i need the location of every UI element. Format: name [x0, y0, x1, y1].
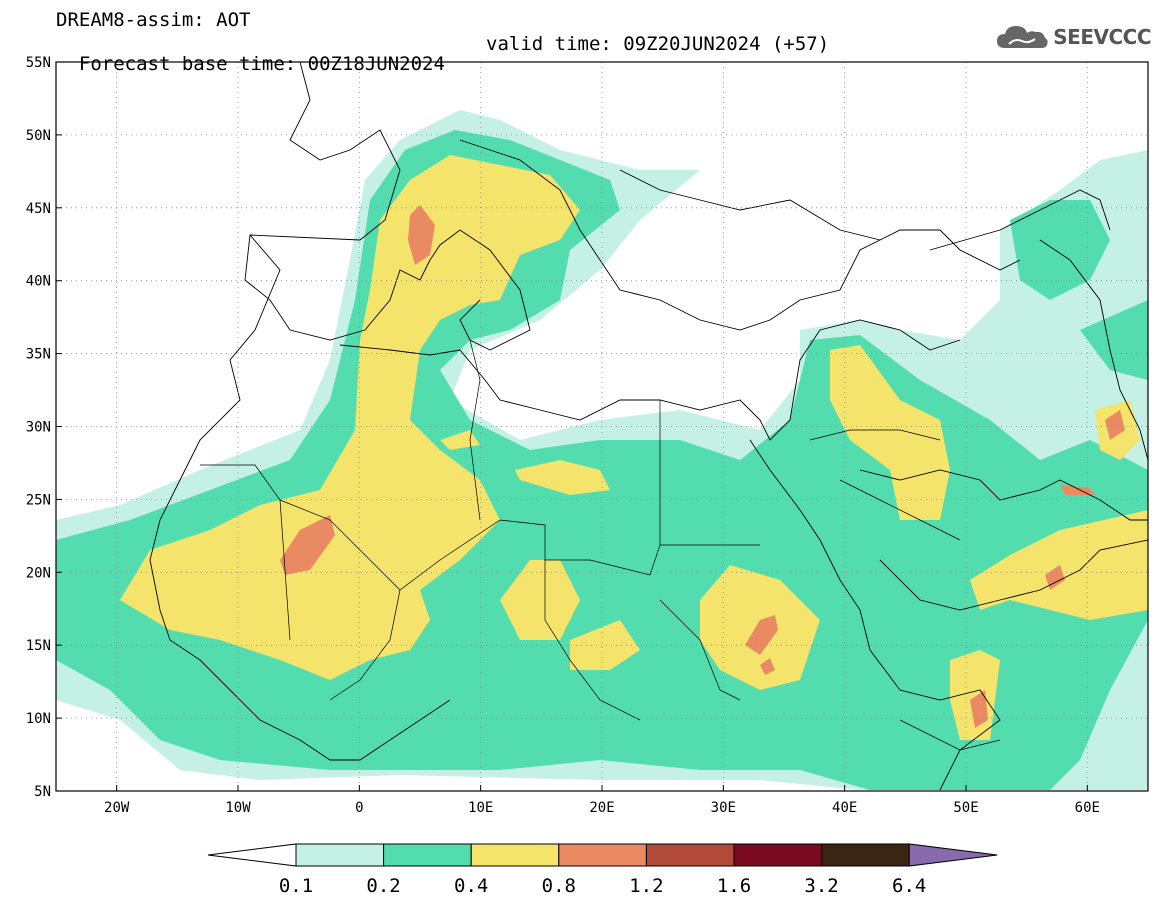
- lat-label: 35N: [26, 347, 51, 363]
- longitude-labels: 20W 10W 0 10E 20E 30E 40E 50E 60E: [104, 785, 1100, 816]
- lat-label: 50N: [26, 128, 51, 144]
- colorbar-label: 1.2: [629, 875, 663, 897]
- colorbar-segment: [821, 843, 910, 867]
- colorbar-segment: [383, 843, 472, 867]
- colorbar-segment: [470, 843, 560, 867]
- lon-label: 10W: [225, 800, 251, 816]
- colorbar-segment: [645, 843, 735, 867]
- lon-label: 60E: [1075, 800, 1100, 816]
- colorbar-segment: [558, 843, 647, 867]
- lat-label: 30N: [26, 420, 51, 436]
- coastlines: [149, 62, 1148, 791]
- colorbar-label: 0.1: [279, 875, 313, 897]
- lon-label: 40E: [832, 800, 857, 816]
- lat-label: 20N: [26, 565, 51, 581]
- borders: [200, 339, 1001, 751]
- graticule: [56, 62, 1148, 791]
- lat-label: 55N: [26, 55, 51, 71]
- lat-label: 40N: [26, 274, 51, 290]
- colorbar-label: 0.2: [366, 875, 400, 897]
- colorbar-label: 0.4: [454, 875, 488, 897]
- colorbar-label: 6.4: [892, 875, 926, 897]
- map-title: DREAM8-assim: AOT: [56, 9, 251, 31]
- colorbar-under-arrow: [207, 843, 297, 867]
- lat-label: 10N: [26, 711, 51, 727]
- colorbar-label: 3.2: [804, 875, 838, 897]
- lon-label: 0: [355, 800, 363, 816]
- latitude-labels: 55N 50N 45N 40N 35N 30N 25N 20N 15N 10N 5N: [26, 55, 62, 800]
- aot-contours: [56, 110, 1148, 790]
- lon-label: 10E: [468, 800, 493, 816]
- lat-label: 5N: [34, 784, 51, 800]
- cloud-icon: [997, 26, 1048, 48]
- colorbar-segment: [733, 843, 823, 867]
- valid-time-label: valid time: 09Z20JUN2024 (+57): [486, 33, 830, 55]
- forecast-base-time: Forecast base time: 00Z18JUN2024 valid t…: [56, 34, 829, 94]
- lat-label: 25N: [26, 492, 51, 508]
- colorbar-label: 1.6: [717, 875, 751, 897]
- colorbar-over-arrow: [908, 843, 998, 867]
- colorbar: 0.1 0.2 0.4 0.8 1.2 1.6 3.2 6.4: [207, 843, 998, 897]
- seevccc-logo: SEEVCCC: [995, 22, 1151, 52]
- lat-label: 45N: [26, 201, 51, 217]
- colorbar-segment: [295, 843, 385, 867]
- lat-label: 15N: [26, 638, 51, 654]
- lon-label: 30E: [711, 800, 736, 816]
- lon-label: 50E: [953, 800, 978, 816]
- lon-label: 20W: [104, 800, 130, 816]
- logo-text: SEEVCCC: [1053, 25, 1151, 49]
- lon-label: 20E: [589, 800, 614, 816]
- colorbar-label: 0.8: [542, 875, 576, 897]
- base-time-label: Forecast base time: 00Z18JUN2024: [78, 53, 445, 75]
